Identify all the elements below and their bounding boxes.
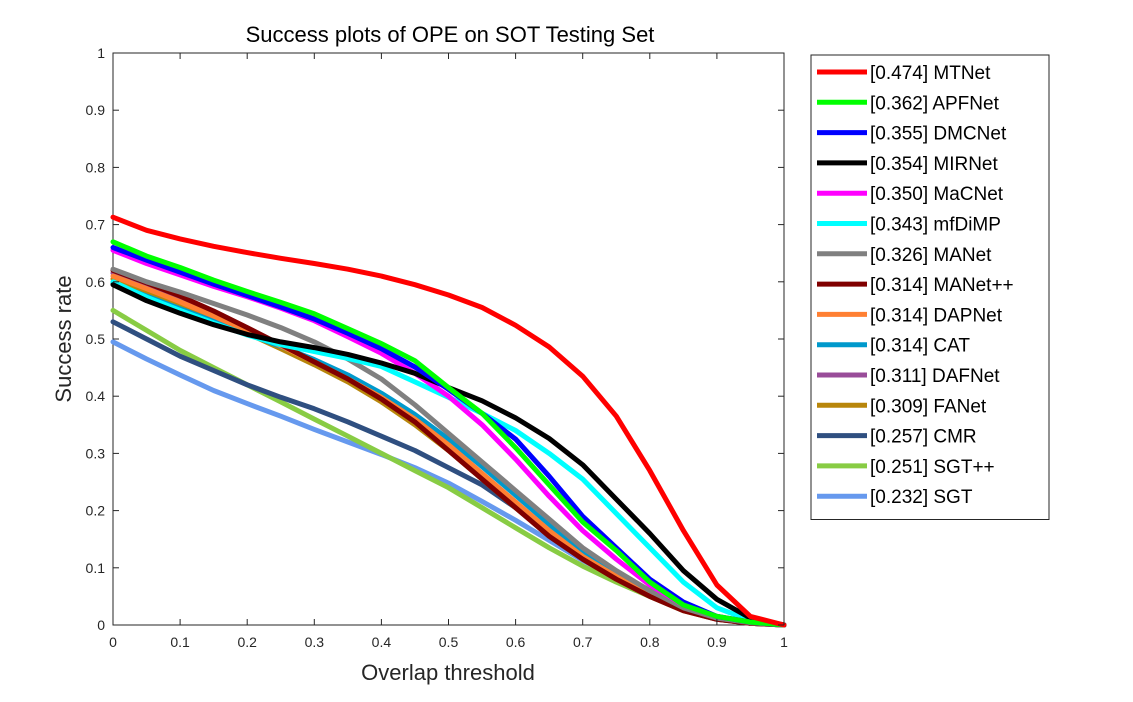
y-tick-label: 1 <box>97 45 105 61</box>
legend-item: [0.309] FANet <box>817 396 987 417</box>
legend-item: [0.257] CMR <box>817 427 977 448</box>
y-tick-label: 0 <box>97 617 105 633</box>
legend-item: [0.350] MaCNet <box>817 184 1004 205</box>
series-line <box>110 266 787 628</box>
x-tick-label: 1 <box>780 634 788 650</box>
plot-area <box>110 52 787 628</box>
legend-label: [0.474] MTNet <box>870 63 991 84</box>
series-line <box>110 267 787 628</box>
series-lines <box>110 214 787 628</box>
y-tick-label: 0.7 <box>86 217 106 233</box>
x-axis-ticks: 0 0.1 0.2 0.3 0.4 0.5 0.6 0.7 0.8 0.9 1 <box>109 53 788 650</box>
x-tick-label: 0.6 <box>506 634 526 650</box>
legend-label: [0.309] FANet <box>870 396 987 417</box>
legend-item: [0.251] SGT++ <box>817 457 995 478</box>
legend-label: [0.362] APFNet <box>870 93 1000 114</box>
y-tick-label: 0.3 <box>86 445 106 461</box>
legend: [0.474] MTNet [0.362] APFNet [0.355] DMCNe… <box>810 54 1050 520</box>
series-line <box>110 214 787 628</box>
legend-label: [0.354] MIRNet <box>870 154 998 175</box>
x-tick-label: 0.9 <box>707 634 727 650</box>
legend-label: [0.355] DMCNet <box>870 124 1007 145</box>
y-tick-label: 0.6 <box>86 274 106 290</box>
x-axis-title: Overlap threshold <box>361 660 535 685</box>
y-tick-label: 0.2 <box>86 503 106 519</box>
y-axis-ticks: 0 0.1 0.2 0.3 0.4 0.5 0.6 0.7 0.8 0.9 1 <box>86 45 784 633</box>
chart-title: Success plots of OPE on SOT Testing Set <box>246 22 655 47</box>
legend-item: [0.474] MTNet <box>817 63 991 84</box>
x-tick-label: 0.3 <box>305 634 325 650</box>
legend-item: [0.232] SGT <box>817 487 973 508</box>
x-tick-label: 0.8 <box>640 634 660 650</box>
legend-label: [0.314] MANet++ <box>870 275 1014 296</box>
legend-item: [0.343] mfDiMP <box>817 215 1001 236</box>
series-line <box>110 239 787 628</box>
legend-item: [0.314] CAT <box>817 336 970 357</box>
legend-item: [0.362] APFNet <box>817 93 1000 114</box>
legend-item: [0.314] DAPNet <box>817 305 1003 326</box>
x-tick-label: 0 <box>109 634 117 650</box>
legend-label: [0.326] MANet <box>870 245 992 266</box>
x-tick-label: 0.5 <box>439 634 459 650</box>
legend-label: [0.251] SGT++ <box>870 457 995 478</box>
legend-label: [0.350] MaCNet <box>870 184 1004 205</box>
x-tick-label: 0.1 <box>170 634 190 650</box>
legend-item: [0.314] MANet++ <box>817 275 1014 296</box>
legend-item: [0.355] DMCNet <box>817 124 1007 145</box>
axes-box <box>112 52 785 626</box>
x-tick-label: 0.2 <box>237 634 257 650</box>
x-tick-label: 0.4 <box>372 634 392 650</box>
y-tick-label: 0.5 <box>86 331 106 347</box>
legend-label: [0.232] SGT <box>870 487 973 508</box>
legend-label: [0.311] DAFNet <box>870 366 1000 387</box>
y-tick-label: 0.8 <box>86 159 106 175</box>
y-axis-title: Success rate <box>51 275 76 402</box>
legend-item: [0.311] DAFNet <box>817 366 1000 387</box>
x-tick-label: 0.7 <box>573 634 593 650</box>
legend-label: [0.257] CMR <box>870 427 977 448</box>
y-tick-label: 0.4 <box>86 388 106 404</box>
y-tick-label: 0.9 <box>86 102 106 118</box>
legend-label: [0.314] DAPNet <box>870 305 1003 326</box>
legend-item: [0.326] MANet <box>817 245 992 266</box>
y-tick-label: 0.1 <box>86 560 106 576</box>
legend-item: [0.354] MIRNet <box>817 154 998 175</box>
legend-label: [0.343] mfDiMP <box>870 215 1001 236</box>
legend-label: [0.314] CAT <box>870 336 970 357</box>
